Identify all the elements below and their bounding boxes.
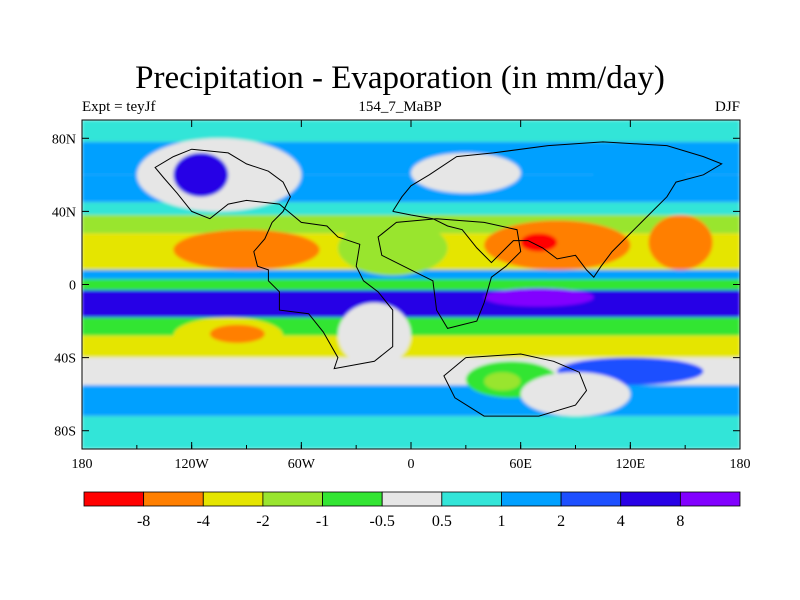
colorbar-swatch bbox=[262, 491, 323, 507]
colorbar-label: -8 bbox=[137, 513, 150, 530]
colorbar-label: -4 bbox=[197, 513, 210, 530]
x-tick-label: 180 bbox=[730, 457, 751, 472]
colorbar-label: 8 bbox=[676, 513, 684, 530]
patch-southern-africa-core bbox=[484, 372, 521, 391]
colorbar-swatch bbox=[441, 491, 502, 507]
patch-north-pacific-storm-track bbox=[173, 152, 229, 197]
colorbar-label: 1 bbox=[497, 513, 505, 530]
patch-south-pacific-core bbox=[209, 324, 265, 343]
field-layer bbox=[82, 120, 740, 449]
patch-north-asia-boreal bbox=[411, 152, 521, 194]
colorbar-label: 4 bbox=[617, 513, 625, 530]
colorbar-swatch bbox=[83, 491, 145, 507]
colorbar-swatch bbox=[381, 491, 443, 507]
y-tick-label: 40S bbox=[54, 352, 76, 367]
season-label: DJF bbox=[714, 99, 740, 115]
y-tick-label: 80S bbox=[54, 425, 76, 440]
coastline-0 bbox=[154, 148, 394, 370]
colorbar-swatch bbox=[143, 491, 204, 507]
patch-east-siberia bbox=[593, 152, 686, 194]
coastline-1 bbox=[392, 141, 723, 278]
patch-asia-desert-core bbox=[520, 233, 558, 252]
zonal-band-0 bbox=[82, 120, 740, 142]
patch-pacific-subtropics-east bbox=[648, 215, 713, 270]
axis-layer: 180 120W 60W 0 60E 120E 180 80N 40N 0 40S 80S bbox=[52, 120, 751, 472]
colorbar: -8 -4 -2 -1 -0.5 0.5 1 2 4 8 bbox=[83, 491, 741, 530]
colorbar-swatch bbox=[679, 491, 741, 507]
colorbar-label: 2 bbox=[557, 513, 565, 530]
experiment-label: Expt = teyJf bbox=[82, 99, 156, 115]
colorbar-swatch bbox=[560, 491, 622, 507]
x-tick-label: 120W bbox=[175, 457, 210, 472]
patch-north-africa-arabia bbox=[337, 220, 448, 276]
patch-australia-interior bbox=[520, 372, 631, 417]
y-tick-label: 80N bbox=[52, 132, 76, 147]
colorbar-label: -2 bbox=[256, 513, 269, 530]
x-tick-label: 60W bbox=[288, 457, 316, 472]
zonal-band-7 bbox=[82, 279, 740, 290]
patch-asia-subtropics bbox=[484, 220, 631, 270]
colorbar-swatch bbox=[620, 491, 681, 507]
colorbar-swatch bbox=[202, 491, 264, 507]
colorbar-label: 0.5 bbox=[432, 513, 452, 530]
x-tick-label: 180 bbox=[72, 457, 93, 472]
zonal-band-8 bbox=[82, 289, 740, 318]
zonal-band-12 bbox=[82, 385, 740, 417]
coastline-3 bbox=[443, 353, 588, 417]
patch-indo-pacific-warm-pool bbox=[484, 288, 594, 307]
x-tick-label: 120E bbox=[616, 457, 646, 472]
patch-south-america-interior bbox=[337, 302, 412, 367]
chart-title: Precipitation - Evaporation (in mm/day) bbox=[135, 60, 665, 96]
y-tick-label: 0 bbox=[69, 279, 76, 294]
period-label: 154_7_MaBP bbox=[358, 99, 442, 115]
colorbar-swatch bbox=[501, 491, 562, 507]
colorbar-label: -1 bbox=[316, 513, 329, 530]
y-tick-label: 40N bbox=[52, 205, 76, 220]
zonal-band-6 bbox=[82, 269, 740, 280]
coastline-layer bbox=[154, 141, 723, 417]
colorbar-swatch bbox=[322, 491, 383, 507]
x-tick-label: 0 bbox=[408, 457, 415, 472]
x-tick-label: 60E bbox=[509, 457, 532, 472]
patch-north-atlantic-subtropics bbox=[173, 229, 320, 270]
colorbar-label: -0.5 bbox=[370, 513, 395, 530]
coastline-2 bbox=[377, 218, 522, 329]
